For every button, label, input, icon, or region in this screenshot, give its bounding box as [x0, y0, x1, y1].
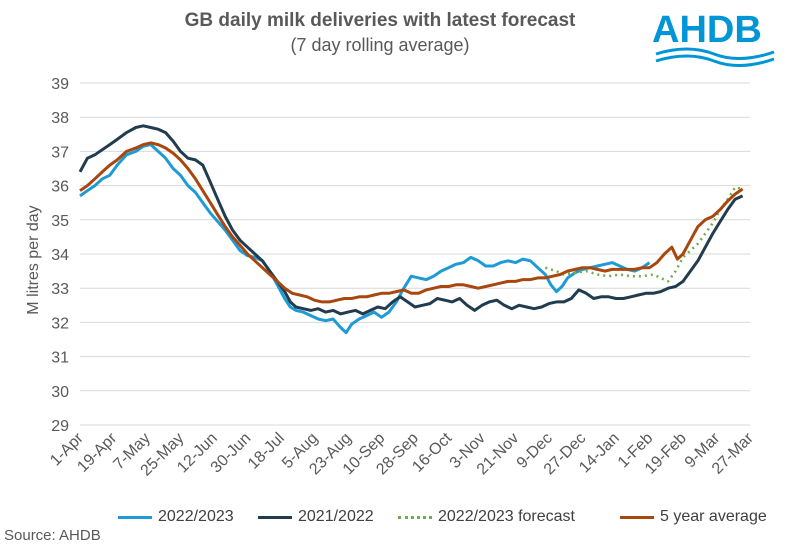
- legend-swatch: [398, 515, 432, 519]
- chart-subtitle: (7 day rolling average): [290, 35, 470, 55]
- legend-item: 2021/2022: [258, 506, 374, 528]
- series-line-2022-2023-forecast: [544, 186, 743, 283]
- y-tick-label: 35: [51, 213, 69, 230]
- legend-swatch: [258, 515, 292, 519]
- legend-item: 2022/2023: [118, 506, 234, 528]
- legend-swatch: [620, 515, 654, 519]
- y-tick-label: 33: [51, 281, 69, 298]
- y-tick-label: 37: [51, 144, 69, 161]
- y-tick-label: 38: [51, 110, 69, 127]
- legend-label: 2022/2023: [158, 508, 234, 525]
- x-tick-label: 19-Apr: [74, 429, 120, 475]
- series-line-2022-2023: [79, 143, 651, 335]
- y-tick-label: 30: [51, 384, 69, 401]
- gridlines: [80, 82, 750, 426]
- legend: 2022/2023 2021/2022 2022/2023 forecast 5 ye…: [0, 506, 785, 528]
- legend-label: 2022/2023 forecast: [438, 508, 575, 525]
- y-tick-label: 39: [51, 76, 69, 93]
- y-tick-label: 32: [51, 315, 69, 332]
- x-axis-ticks: 1-Apr19-Apr7-May25-May12-Jun30-Jun18-Jul…: [47, 429, 757, 479]
- legend-label: 2021/2022: [298, 508, 374, 525]
- y-tick-label: 29: [51, 418, 69, 435]
- series-line-2021-2022: [78, 124, 744, 316]
- logo-text: AHDB: [652, 9, 762, 51]
- source-note: Source: AHDB: [4, 527, 101, 544]
- ahdb-logo: AHDB: [652, 9, 775, 67]
- y-tick-label: 34: [51, 247, 69, 264]
- legend-item: 5 year average: [620, 506, 767, 528]
- legend-item: 2022/2023 forecast: [398, 506, 575, 528]
- y-axis-ticks: 29 30 31 32 33 34 35 36 37 38 39: [51, 76, 69, 435]
- legend-label: 5 year average: [660, 508, 767, 525]
- x-tick-label: 18-Jul: [245, 430, 288, 473]
- y-axis-label: M litres per day: [25, 205, 42, 314]
- y-tick-label: 31: [51, 350, 69, 367]
- series-line-5-year-average: [79, 141, 744, 304]
- series-lines: [78, 124, 744, 335]
- chart-title: GB daily milk deliveries with latest for…: [184, 10, 576, 31]
- y-tick-label: 36: [51, 179, 69, 196]
- legend-swatch: [118, 515, 152, 519]
